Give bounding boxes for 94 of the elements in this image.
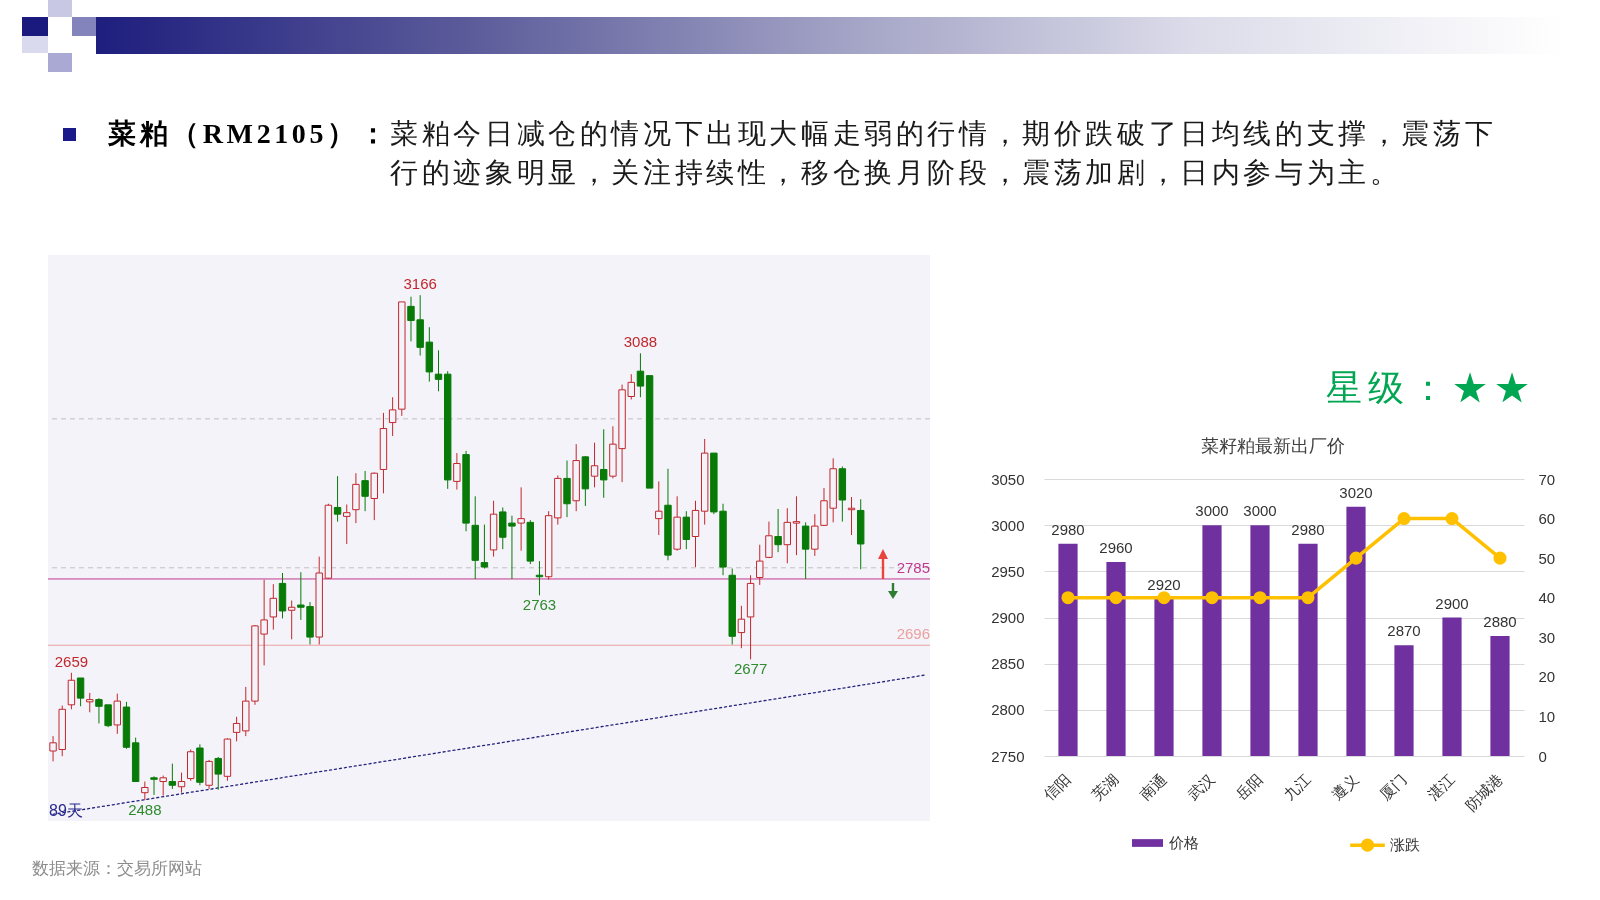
y2-tick-label: 70 [1538,470,1556,488]
annotation: 2659 [54,652,89,670]
point [1445,512,1459,526]
candlestick [214,756,222,791]
candlestick [361,470,369,512]
candlestick [388,396,397,437]
candlestick [205,759,213,790]
y2-tick-label: 10 [1538,707,1556,725]
annotation: 2677 [733,660,768,678]
point [1253,591,1267,605]
point [1493,551,1507,565]
data-label: 2980 [1051,520,1085,538]
candlestick [343,503,351,545]
y2-tick-label: 30 [1538,628,1556,646]
point [1157,591,1171,605]
x-tick-label: 九江 [1280,770,1314,804]
data-label: 3000 [1243,502,1277,520]
y-tick-label: 2750 [991,747,1025,765]
ref-line-label: 2785 [896,558,930,576]
point [1301,591,1315,605]
y2-tick-label: 60 [1538,510,1556,528]
candlestick [590,442,599,488]
candlestick [76,677,85,707]
x-tick-label: 武汉 [1184,770,1218,804]
candlestick [517,486,525,552]
candlestick [655,480,663,536]
candlestick [774,508,782,553]
legend-label: 涨跌 [1390,837,1420,854]
point [1349,551,1363,565]
x-tick-label: 信阳 [1040,770,1074,804]
data-label: 2960 [1099,539,1133,557]
x-tick-label: 南通 [1136,770,1170,804]
candlestick [765,521,773,559]
candlestick [168,763,177,790]
candlestick [636,352,645,398]
candlestick [159,775,167,797]
candlestick [333,475,342,523]
x-tick-label: 遵义 [1328,770,1362,804]
data-label: 2880 [1483,612,1517,630]
candlestick [783,507,791,564]
candlestick [287,600,296,640]
candlestick [480,524,489,570]
candlestick [86,692,94,713]
y2-tick-label: 20 [1538,668,1556,686]
legend-label: 价格 [1168,835,1199,851]
y-tick-label: 3000 [991,516,1025,534]
y-tick-label: 3050 [991,470,1025,488]
source-note: 数据来源：交易所网站 [32,858,202,880]
text: 星级：★★ [1326,367,1536,410]
data-label: 2980 [1291,520,1325,538]
candlestick [682,510,691,550]
data-label: 3020 [1339,483,1373,501]
point [1205,591,1219,605]
x-tick-label: 岳阳 [1232,770,1266,804]
data-label: 2870 [1387,622,1421,640]
point [1397,512,1411,526]
candlestick [150,775,158,796]
candlestick [177,772,186,794]
chart-title: 菜粕（RM2105）： [108,117,391,151]
candlestick [792,495,801,556]
candlestick [600,428,608,499]
annotation: 3088 [623,333,658,351]
chart-subtitle: 菜粕今日减仓的情况下出现大幅走弱的行情，期价跌破了日均线的支撑，震荡下行的迹象明显，关注持续性，移仓换月阶段，震荡加剧，日内参与为主。 [390,117,1498,190]
x-tick-label: 湛江 [1424,770,1458,804]
y2-tick-label: 40 [1538,589,1556,607]
annotation: 2763 [522,596,557,614]
point [1061,591,1075,605]
candlestick [269,583,278,631]
data-label: 3000 [1195,502,1229,520]
point [1109,591,1123,605]
y2-tick-label: 50 [1538,549,1556,567]
data-label: 2920 [1147,576,1181,594]
candlestick [232,716,241,742]
y-tick-label: 2950 [991,562,1025,580]
chart-title: 菜籽粕最新出厂价 [1200,436,1345,456]
candlestick [453,452,461,491]
candlestick [737,605,746,649]
y-tick-label: 2850 [991,655,1025,673]
x-tick-label: 芜湖 [1088,770,1122,804]
data-label: 2900 [1435,594,1469,612]
y2-tick-label: 0 [1538,747,1547,765]
candlestick [113,693,122,735]
ref-line-label: 2696 [896,625,930,643]
candlestick [756,544,764,586]
candlestick [141,781,149,801]
candlestick [434,349,443,392]
annotation: 2488 [128,801,162,819]
x-tick-label: 防城港 [1461,770,1506,814]
annotation: 3166 [403,275,437,293]
y-tick-label: 2900 [991,609,1025,626]
y-tick-label: 2800 [991,701,1025,719]
candlestick [801,521,810,580]
annotation: 89天 [49,802,83,819]
x-tick-label: 厦门 [1376,770,1410,804]
